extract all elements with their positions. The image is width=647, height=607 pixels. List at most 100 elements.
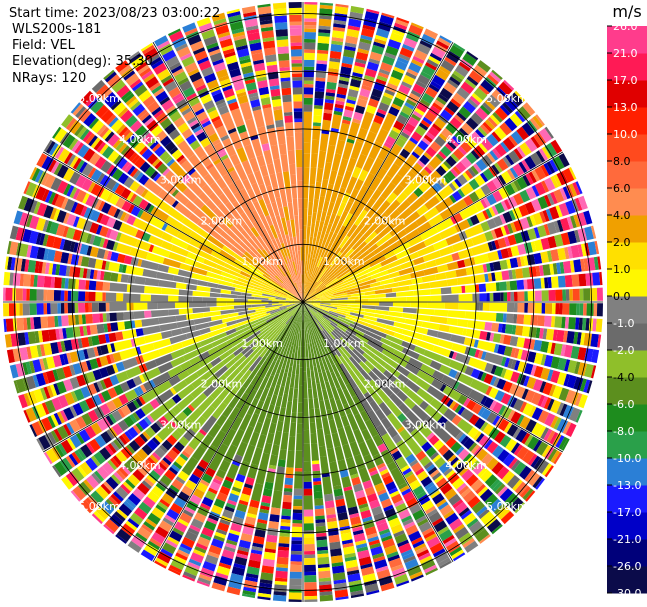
radar-gate [280,262,288,272]
radar-gate [121,433,131,443]
radar-gate [313,477,321,482]
radar-gate [99,188,111,201]
radar-gate [269,514,280,523]
radar-gate [316,53,328,61]
radar-gate [75,189,87,203]
radar-gate [220,293,238,299]
radar-gate [489,376,497,386]
radar-gate [316,296,331,300]
radar-gate [476,506,488,517]
radar-gate [562,421,572,435]
radar-gate [314,267,321,278]
radar-gate [229,68,242,78]
radar-gate [494,390,505,402]
radar-gate [304,11,317,19]
radar-gate [437,557,451,567]
radar-gate [86,268,91,279]
radar-gate [479,293,487,302]
radar-gate [62,365,73,378]
radar-gate [248,38,261,45]
radar-gate [151,452,161,461]
radar-gate [357,264,371,274]
radar-gate [203,100,215,111]
radar-gate [238,55,251,61]
radar-gate [153,464,165,477]
radar-gate [266,64,278,73]
radar-gate [236,316,251,324]
radar-gate [45,141,56,154]
radar-gate [276,466,285,474]
radar-gate [186,92,197,101]
radar-gate [110,322,119,332]
radar-gate [36,202,48,217]
radar-gate [41,417,53,432]
radar-gate [303,471,312,482]
radar-gate [50,430,60,443]
radar-gate [193,207,210,224]
radar-gate [451,477,465,490]
radar-gate [35,403,47,418]
radar-gate [69,405,78,418]
radar-gate [565,289,570,301]
radar-gate [205,163,214,170]
radar-gate [513,192,524,206]
radar-gate [12,272,21,286]
radar-gate [527,471,541,487]
radar-gate [264,319,274,327]
radar-gate [352,241,368,256]
radar-gate [303,302,317,305]
radar-gate [146,153,158,165]
radar-gate [519,374,527,386]
radar-gate [222,276,234,283]
radar-gate [373,81,386,92]
radar-gate [435,272,447,281]
colorbar-swatch [607,215,647,243]
radar-gate [46,289,55,301]
radar-gate [567,230,577,244]
radar-gate [292,261,298,276]
radar-gate [404,122,416,134]
radar-gate [251,105,262,112]
radar-gate [36,247,46,260]
radar-gate [230,416,243,432]
radar-gate [391,450,403,461]
radar-gate [266,263,280,278]
colorbar-swatch [607,107,647,135]
radar-gate [519,465,532,480]
radar-gate [69,434,82,449]
radar-gate [438,339,454,350]
radar-gate [389,297,407,302]
radar-gate [80,499,94,514]
radar-gate [106,429,115,440]
radar-gate [406,68,419,77]
radar-gate [41,172,50,186]
radar-gate [208,361,225,376]
radar-gate [233,34,246,41]
radar-gate [445,469,456,479]
radar-gate [291,56,302,60]
radar-gate [317,42,329,51]
radar-gate [339,235,350,249]
radar-gate [169,484,180,494]
radar-gate [190,122,201,131]
radar-gate [264,329,274,339]
radar-gate [272,320,284,332]
radar-gate [325,255,336,269]
radar-gate [181,417,194,431]
radar-gate [53,162,63,176]
radar-gate [304,533,315,538]
radar-gate [149,82,161,92]
radar-gate [311,443,319,461]
radar-gate [330,232,338,244]
radar-gate [464,346,470,355]
radar-gate [219,518,231,526]
radar-gate [268,422,277,434]
radar-gate [24,332,30,345]
radar-gate [331,40,343,46]
radar-gate [272,304,290,309]
radar-gate [304,575,317,583]
radar-gate [285,467,294,475]
radar-gate [301,284,303,302]
radar-gate [144,477,155,487]
radar-gate [290,321,296,331]
